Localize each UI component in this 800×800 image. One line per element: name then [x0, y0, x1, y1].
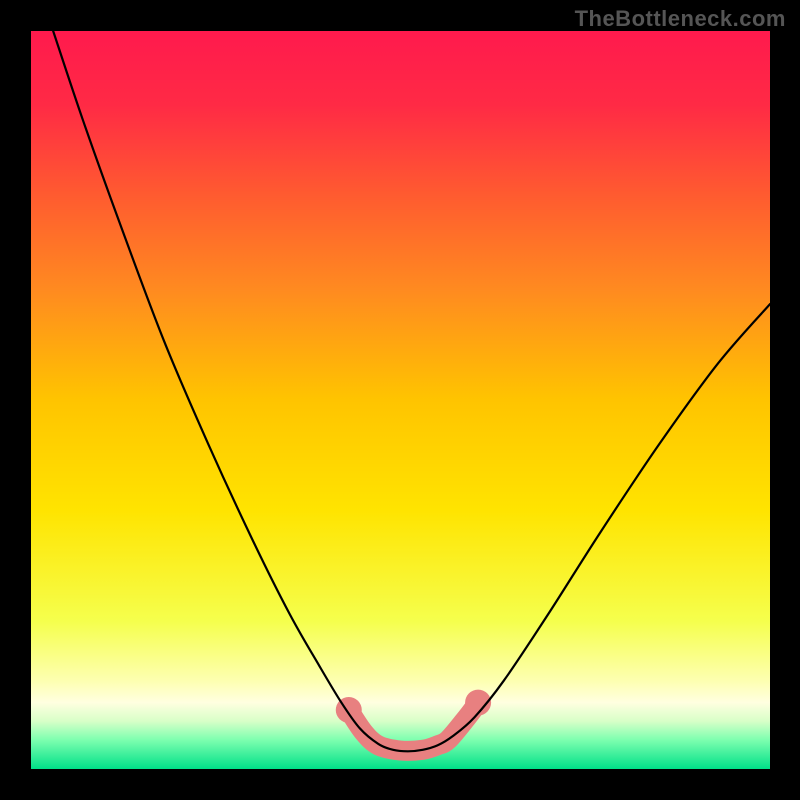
chart-stage: TheBottleneck.com	[0, 0, 800, 800]
watermark-text: TheBottleneck.com	[575, 6, 786, 32]
bottleneck-chart-svg	[0, 0, 800, 800]
plot-background	[31, 31, 770, 769]
